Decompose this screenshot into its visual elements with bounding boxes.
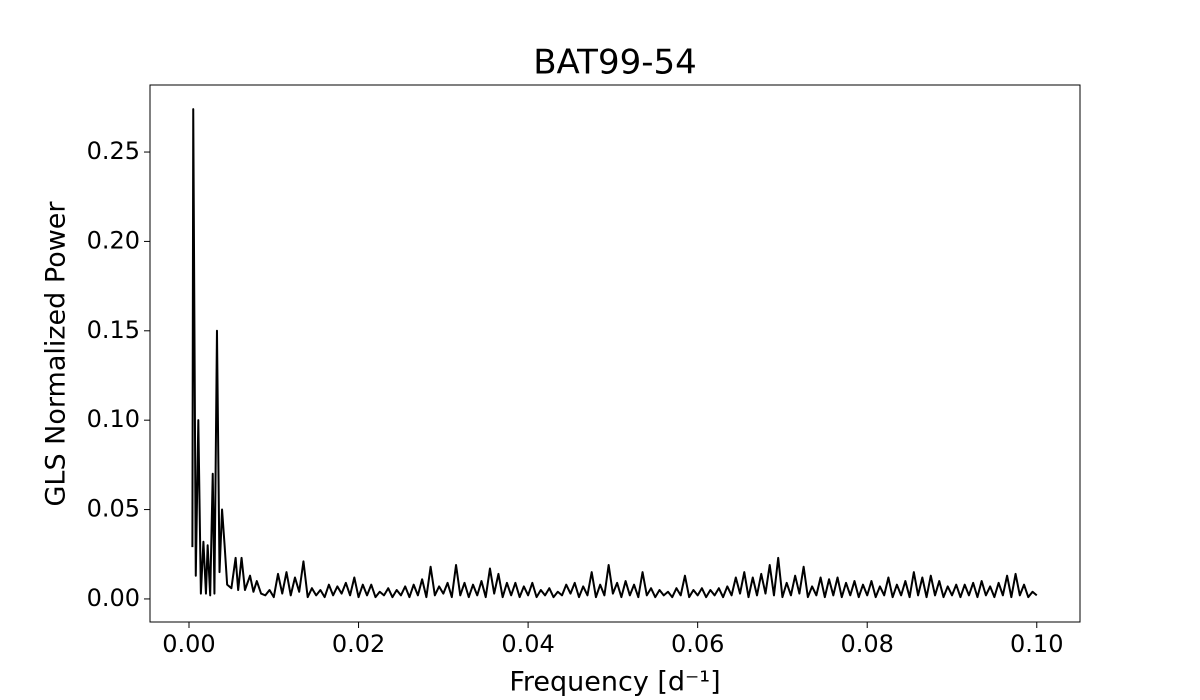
y-tick-label: 0.15 (87, 316, 140, 344)
y-tick-label: 0.00 (87, 584, 140, 612)
x-tick-label: 0.04 (501, 630, 554, 658)
plot-frame (149, 84, 1081, 623)
x-tick-label: 0.02 (332, 630, 385, 658)
y-tick-label: 0.25 (87, 137, 140, 165)
x-tick-label: 0.06 (671, 630, 724, 658)
y-tick-label: 0.10 (87, 405, 140, 433)
x-tick-label: 0.10 (1010, 630, 1063, 658)
y-tick-label: 0.20 (87, 226, 140, 254)
x-tick-label: 0.08 (840, 630, 893, 658)
x-axis-label: Frequency [d⁻¹] (509, 667, 720, 698)
chart-title: BAT99-54 (533, 43, 697, 83)
x-tick-label: 0.00 (162, 630, 215, 658)
y-axis-label: GLS Normalized Power (41, 201, 72, 507)
y-tick-label: 0.05 (87, 495, 140, 523)
power-line (191, 108, 1038, 599)
